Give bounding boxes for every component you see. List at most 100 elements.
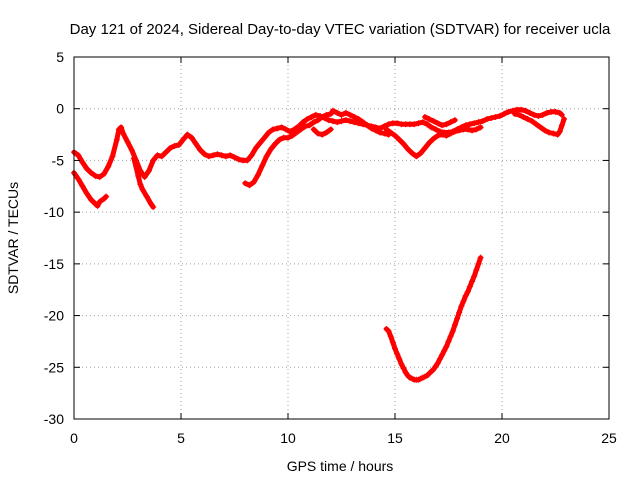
data-point: [347, 118, 354, 125]
data-point: [150, 203, 157, 210]
data-point: [439, 122, 446, 129]
data-point: [120, 130, 127, 137]
data-point: [355, 116, 362, 123]
data-point: [454, 315, 461, 322]
data-point: [445, 338, 452, 345]
data-point: [552, 108, 559, 115]
data-point: [556, 128, 563, 135]
data-point: [421, 113, 428, 120]
data-point: [314, 117, 321, 124]
x-tick-label: 20: [494, 430, 510, 446]
data-point: [528, 118, 535, 125]
data-point: [396, 136, 403, 143]
data-point: [419, 119, 426, 126]
data-point: [511, 110, 518, 117]
x-tick-label: 10: [280, 430, 296, 446]
axis-ticks: 0 5 10 15 20 25 5 0 -5 -10 -15 -20 -25 -30: [44, 49, 617, 446]
data-point: [404, 146, 411, 153]
data-point: [413, 153, 420, 160]
data-point: [278, 124, 285, 131]
data-point: [100, 170, 107, 177]
data-point: [439, 351, 446, 358]
data-point: [265, 129, 272, 136]
data-point: [469, 278, 476, 285]
data-point: [443, 121, 450, 128]
data-point: [400, 140, 407, 147]
data-point: [227, 152, 234, 159]
data-point: [304, 116, 311, 123]
x-axis-label: GPS time / hours: [287, 458, 394, 474]
data-point: [143, 193, 150, 200]
data-point: [246, 182, 253, 189]
data-point: [522, 107, 529, 114]
data-point: [210, 152, 217, 159]
data-point: [462, 292, 469, 299]
data-point: [539, 111, 546, 118]
data-point: [130, 155, 137, 162]
data-point: [319, 113, 326, 120]
data-point: [473, 267, 480, 274]
data-point: [368, 125, 375, 132]
data-point: [537, 124, 544, 131]
data-point: [475, 119, 482, 126]
data-point: [396, 356, 403, 363]
data-point: [439, 131, 446, 138]
data-point: [394, 350, 401, 357]
series-track-g: [421, 113, 458, 129]
series-track-d: [242, 107, 392, 189]
data-point: [488, 115, 495, 122]
data-point: [430, 366, 437, 373]
data-point: [426, 139, 433, 146]
data-point: [308, 113, 315, 120]
data-point: [188, 134, 195, 141]
data-point: [334, 119, 341, 126]
series-track-e: [310, 126, 334, 138]
data-point: [327, 126, 334, 133]
data-point: [471, 120, 478, 127]
data-point: [484, 116, 491, 123]
data-point: [471, 273, 478, 280]
data-point: [432, 363, 439, 370]
data-point: [252, 145, 259, 152]
data-point: [387, 333, 394, 340]
data-point: [259, 162, 266, 169]
data-point: [543, 109, 550, 116]
data-point: [477, 124, 484, 131]
data-point: [75, 152, 82, 159]
data-point: [443, 343, 450, 350]
data-point: [167, 145, 174, 152]
series-track-c: [130, 155, 157, 210]
data-point: [329, 107, 336, 114]
data-point: [451, 117, 458, 124]
data-point: [505, 108, 512, 115]
data-point: [338, 118, 345, 125]
data-point: [347, 111, 354, 118]
data-point: [197, 147, 204, 154]
data-point: [103, 193, 110, 200]
data-point: [417, 150, 424, 157]
series-track-b: [71, 169, 110, 209]
series-track-f: [383, 124, 484, 160]
data-point: [306, 122, 313, 129]
data-point: [135, 172, 142, 179]
series-track-h: [511, 110, 568, 138]
data-point: [426, 116, 433, 123]
data-point: [287, 128, 294, 135]
data-point: [477, 254, 484, 261]
data-point: [383, 126, 390, 133]
data-point: [323, 129, 330, 136]
data-point: [244, 157, 251, 164]
data-point: [451, 321, 458, 328]
data-point: [364, 122, 371, 129]
data-point: [327, 110, 334, 117]
data-point: [546, 129, 553, 136]
data-point: [392, 132, 398, 139]
data-point: [88, 196, 95, 203]
data-point: [377, 129, 384, 136]
data-point: [88, 169, 95, 176]
y-tick-label: -10: [44, 204, 64, 220]
y-tick-label: -30: [44, 411, 64, 427]
data-point: [158, 153, 165, 160]
data-point: [242, 180, 249, 187]
data-point: [466, 283, 473, 290]
